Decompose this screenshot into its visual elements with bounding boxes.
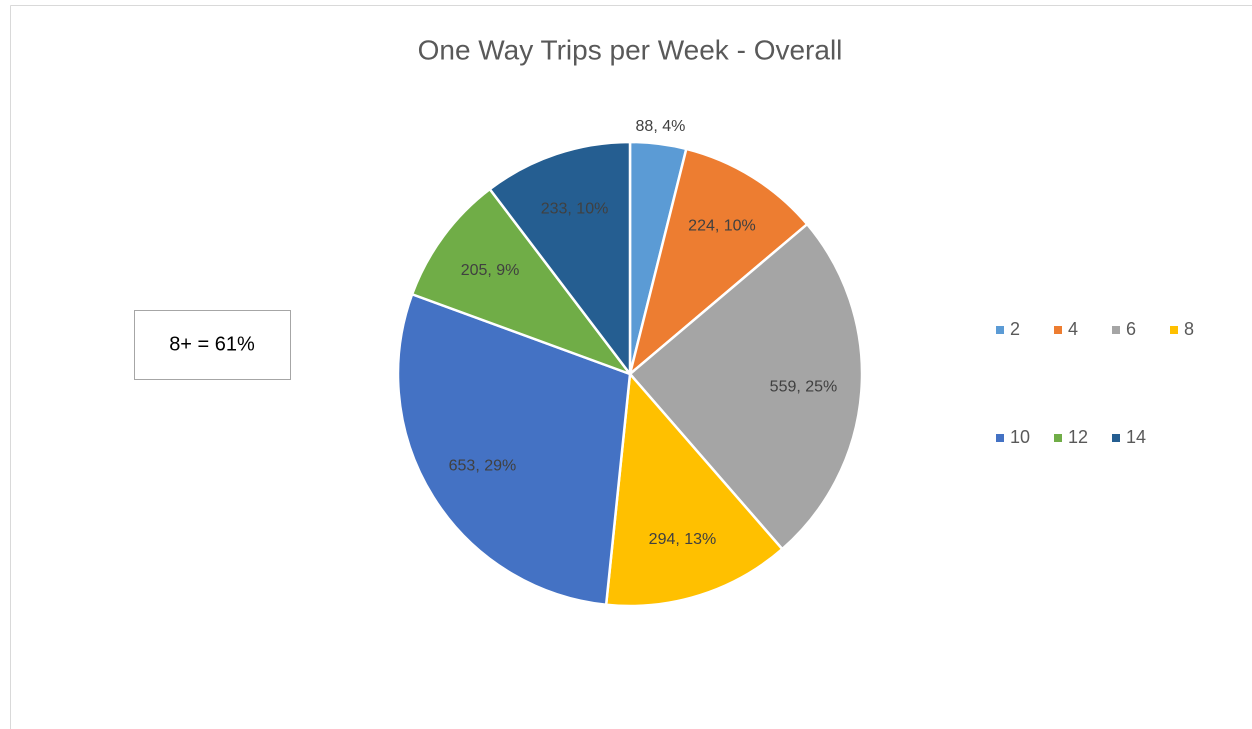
legend-marker: [996, 326, 1004, 334]
pie-slice: [410, 187, 634, 377]
pie-slice: [396, 292, 632, 607]
legend-marker: [1054, 434, 1062, 442]
legend-label: 8: [1184, 319, 1194, 339]
annotation: 8+ = 61%: [169, 333, 255, 355]
pie-slice: [627, 147, 809, 378]
legend-label: 2: [1010, 319, 1020, 339]
legend-label: 14: [1126, 427, 1146, 447]
data-label: 88, 4%: [636, 118, 686, 135]
pie-slice: [488, 140, 632, 378]
legend-marker: [1170, 326, 1178, 334]
data-label: 294, 13%: [649, 531, 717, 548]
legend-label: 4: [1068, 319, 1078, 339]
legend-label: 6: [1126, 319, 1136, 339]
pie-slice: [628, 222, 864, 551]
legend-marker: [1054, 326, 1062, 334]
annotation-box: [134, 310, 291, 380]
legend-label: 10: [1010, 427, 1030, 447]
data-label: 233, 10%: [541, 200, 609, 217]
data-label: 559, 25%: [770, 379, 838, 396]
pie-slice: [604, 371, 785, 608]
legend-marker: [1112, 434, 1120, 442]
data-label: 205, 9%: [461, 262, 520, 279]
data-label: 653, 29%: [449, 457, 517, 474]
legend-label: 12: [1068, 427, 1088, 447]
chart-title: One Way Trips per Week - Overall: [418, 34, 843, 65]
data-label: 224, 10%: [688, 218, 756, 235]
legend-marker: [996, 434, 1004, 442]
legend-marker: [1112, 326, 1120, 334]
